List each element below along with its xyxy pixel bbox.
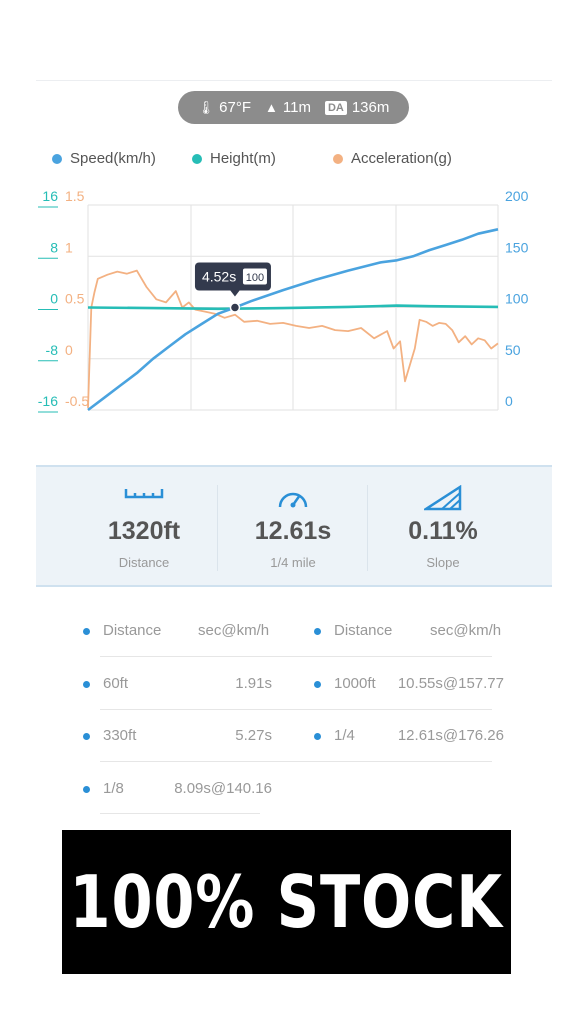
conditions-pill: 🌡 67°F ▲ 11m DA 136m [178,91,409,124]
results-card [36,80,552,826]
bullet-icon [314,628,321,635]
legend-item-speed[interactable]: Speed(km/h) [52,150,156,167]
legend-item-height[interactable]: Height(m) [192,150,276,167]
legend-item-acceleration[interactable]: Acceleration(g) [333,150,452,167]
legend-dot-acceleration [333,153,343,164]
bullet-icon [314,681,321,688]
stock-banner: 100% STOCK [62,830,511,974]
row-divider [100,813,260,814]
row-distance: 1/4 [334,727,355,744]
chart-series [87,228,499,412]
tick-label-acceleration: 0 [65,342,73,358]
tick-label-height: -8 [46,342,59,358]
row-result: 10.55s@157.77 [397,675,504,692]
header-result-left: sec@km/h [198,622,270,639]
header-result-right: sec@km/h [430,622,502,639]
tick-label-speed: 50 [505,342,521,358]
row-result: 1.91s [235,675,272,692]
tick-label-speed: 100 [505,291,529,307]
tick-label-height: -16 [38,393,58,409]
speedometer-icon [278,492,308,508]
row-distance: 1000ft [334,675,376,692]
tick-label-acceleration: 1 [65,239,73,255]
density-altitude-value: 136m [351,99,390,116]
altitude-value: 11m [282,99,311,116]
stat-value-time: 12.61s [254,517,332,545]
temperature-value: 67°F [219,99,251,116]
stat-value-distance: 1320ft [107,517,181,545]
tooltip-pointer [229,290,240,297]
row-result: 5.27s [235,727,272,744]
row-result: 12.61s@176.26 [397,727,504,744]
stat-time: 12.61s 1/4 mile [218,467,368,585]
header-distance-left: Distance [103,622,162,639]
stat-distance: 1320ft Distance [69,467,219,585]
row-divider [100,709,492,710]
slope-icon [424,485,462,511]
row-divider [100,656,492,657]
tick-label-speed: 150 [505,239,529,255]
bullet-icon [83,786,90,793]
legend-label-speed: Speed(km/h) [70,150,156,167]
row-distance: 60ft [103,675,129,692]
tick-label-speed: 200 [505,188,529,204]
bullet-icon [83,628,90,635]
tick-label-acceleration: 0.5 [65,291,85,307]
stat-value-slope: 0.11% [408,517,478,545]
tooltip-marker [229,302,241,313]
legend-dot-height [192,153,202,164]
tick-label-height: 8 [50,239,58,255]
stat-divider [217,485,218,571]
stats-panel: 1320ft Distance 12.61s 1/4 mile 0.11% Sl… [36,465,552,587]
thermometer-icon: 🌡 [197,99,215,115]
row-distance: 1/8 [103,780,124,797]
density-altitude-badge: DA [324,100,347,115]
stat-label-time: 1/4 mile [270,555,316,570]
tick-label-speed: 0 [505,393,513,409]
axis-ticks: 16 8 0 -8 -16 1.5 1 0.5 0 -0.5 200 150 100 50 0 [38,188,529,413]
tooltip-value-badge [242,268,267,285]
tooltip-value: 100 [246,272,264,284]
speed-line [87,228,499,412]
mountain-icon: ▲ [265,100,278,115]
tick-label-height: 0 [50,291,58,307]
bullet-icon [83,681,90,688]
row-result: 8.09s@140.16 [174,780,272,797]
legend-label-acceleration: Acceleration(g) [351,150,452,167]
tick-label-acceleration: 1.5 [65,188,85,204]
height-line [87,304,499,311]
tooltip-time: 4.52s [202,269,236,285]
row-divider [100,761,492,762]
bullet-icon [314,733,321,740]
acceleration-line [87,269,499,408]
stat-divider [367,485,368,571]
stat-slope: 0.11% Slope [368,467,518,585]
stat-label-distance: Distance [118,555,170,570]
header-distance-right: Distance [334,622,393,639]
bullet-icon [83,733,90,740]
stat-label-slope: Slope [426,555,460,570]
legend-dot-speed [52,153,62,164]
chart-tooltip: 4.52s 100 [194,262,271,313]
tick-label-height: 16 [42,188,58,204]
banner-text: 100% STOCK [69,860,504,944]
row-distance: 330ft [103,727,137,744]
legend-label-height: Height(m) [210,150,276,167]
chart-legend: Speed(km/h) Height(m) Acceleration(g) [52,150,532,172]
tick-label-acceleration: -0.5 [65,393,89,409]
ruler-icon [124,489,164,499]
